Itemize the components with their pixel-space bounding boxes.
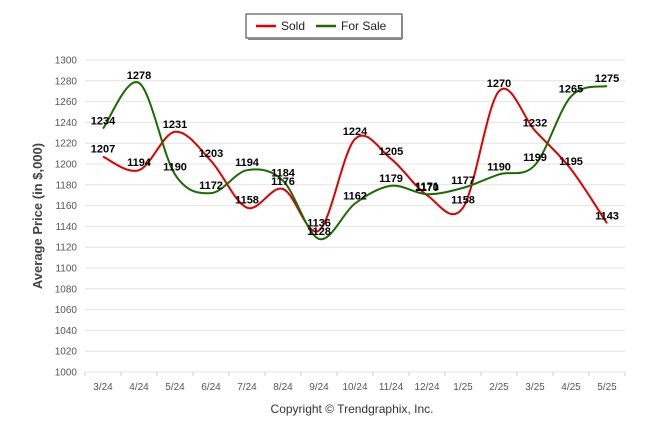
x-tick-label: 5/25 — [597, 382, 617, 393]
y-tick-label: 1200 — [55, 160, 78, 171]
y-tick-label: 1140 — [55, 222, 77, 233]
data-label-for-sale: 1128 — [307, 226, 331, 238]
data-label-sold: 1231 — [163, 119, 187, 131]
y-tick-label: 1160 — [55, 201, 77, 212]
data-label-for-sale: 1194 — [235, 157, 260, 169]
y-tick-label: 1080 — [55, 284, 78, 295]
data-label-sold: 1158 — [235, 195, 259, 207]
series-line-sold — [102, 87, 608, 233]
data-label-for-sale: 1278 — [127, 70, 151, 82]
series-line-for-sale — [102, 81, 608, 240]
data-label-sold: 1205 — [379, 146, 403, 158]
y-tick-label: 1020 — [55, 347, 78, 358]
data-label-sold: 1143 — [595, 210, 619, 222]
data-label-for-sale: 1179 — [379, 173, 403, 185]
data-label-sold: 1203 — [199, 148, 223, 160]
grid-lines — [85, 59, 625, 373]
y-axis-title: Average Price (in $,000) — [30, 143, 45, 289]
legend-label-for-sale: For Sale — [341, 19, 387, 33]
x-tick-label: 2/25 — [489, 382, 509, 393]
x-tick-label: 6/24 — [201, 382, 221, 393]
x-tick-label: 8/24 — [273, 382, 293, 393]
y-tick-label: 1000 — [55, 368, 78, 379]
data-label-for-sale: 1171 — [415, 181, 439, 193]
x-axis-tick-marks — [84, 372, 626, 376]
data-label-for-sale: 1184 — [271, 168, 296, 180]
x-tick-label: 3/24 — [93, 382, 113, 393]
y-tick-label: 1300 — [55, 56, 78, 67]
data-label-sold: 1195 — [559, 156, 583, 168]
x-tick-label: 3/25 — [525, 382, 545, 393]
x-axis: 3/24 4/24 5/24 6/24 7/24 8/24 9/24 10/24 11/24 12… — [93, 382, 617, 393]
y-axis: 1000 1020 1040 1060 1080 1100 1120 1140 1160 1180… — [55, 56, 78, 379]
legend-label-sold: Sold — [281, 19, 305, 33]
series-lines — [102, 81, 608, 240]
y-tick-label: 1100 — [55, 264, 77, 275]
y-tick-label: 1220 — [55, 139, 78, 150]
y-tick-label: 1260 — [55, 97, 78, 108]
data-label-sold: 1158 — [451, 195, 475, 207]
y-tick-label: 1240 — [55, 118, 78, 129]
data-label-for-sale: 1190 — [487, 161, 511, 173]
data-label-sold: 1170 — [415, 182, 439, 194]
data-label-sold: 1232 — [523, 118, 547, 130]
x-tick-label: 9/24 — [309, 382, 329, 393]
data-label-sold: 1136 — [307, 218, 331, 230]
data-label-for-sale: 1162 — [343, 191, 367, 203]
y-tick-label: 1120 — [55, 243, 77, 254]
data-label-for-sale: 1177 — [451, 175, 475, 187]
data-label-sold: 1270 — [487, 78, 511, 90]
data-label-sold: 1224 — [343, 126, 368, 138]
x-tick-label: 11/24 — [379, 382, 404, 393]
x-tick-label: 4/25 — [561, 382, 581, 393]
y-tick-label: 1280 — [55, 76, 78, 87]
y-tick-label: 1180 — [55, 180, 77, 191]
legend: Sold For Sale — [245, 13, 403, 40]
x-tick-label: 5/24 — [165, 382, 185, 393]
x-tick-label: 1/25 — [453, 382, 473, 393]
y-tick-label: 1060 — [55, 305, 78, 316]
data-label-for-sale: 1172 — [199, 180, 223, 192]
copyright-footer: Copyright © Trendgraphix, Inc. — [271, 402, 434, 416]
data-label-for-sale: 1275 — [595, 73, 619, 85]
data-label-for-sale: 1234 — [91, 116, 116, 128]
data-labels: 1207 1194 1231 1203 1158 1176 1136 1224 1205 1170… — [91, 70, 619, 238]
x-tick-label: 12/24 — [414, 382, 439, 393]
x-tick-label: 7/24 — [237, 382, 257, 393]
data-label-sold: 1176 — [271, 176, 295, 188]
data-label-for-sale: 1265 — [559, 83, 583, 95]
y-tick-label: 1040 — [55, 326, 78, 337]
data-label-for-sale: 1190 — [163, 161, 187, 173]
x-tick-label: 4/24 — [129, 382, 149, 393]
data-label-sold: 1194 — [127, 157, 152, 169]
data-label-sold: 1207 — [91, 144, 115, 156]
x-tick-label: 10/24 — [342, 382, 367, 393]
data-label-for-sale: 1199 — [523, 152, 547, 164]
